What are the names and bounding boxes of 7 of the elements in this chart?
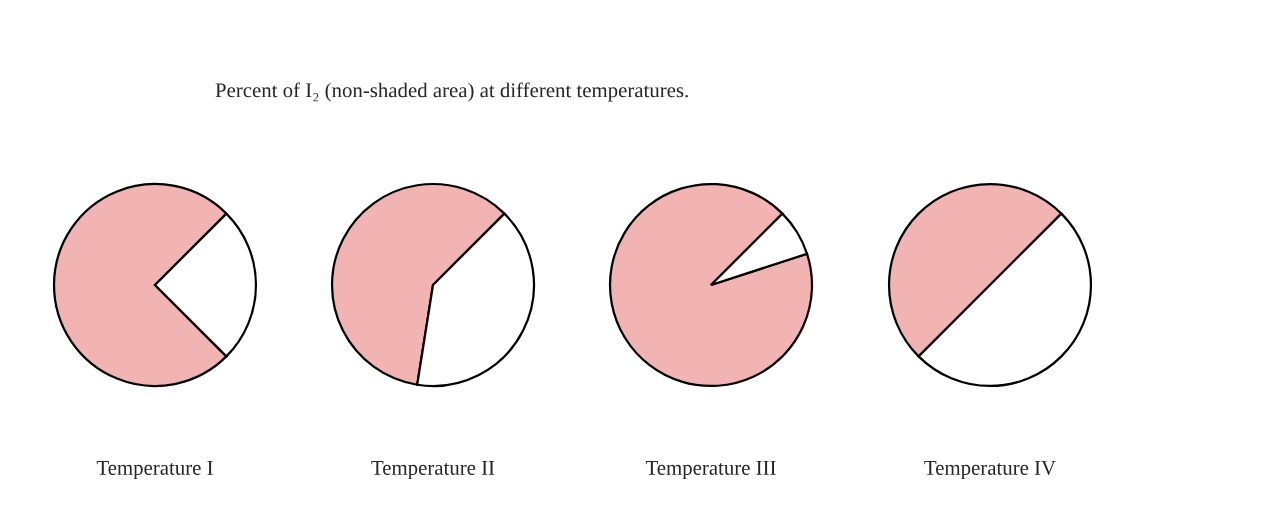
text: Temperature I (96, 461, 213, 480)
pie-slice (608, 182, 814, 388)
text: Percent of I₂ (non-shaded area) at different temperatures. (215, 82, 688, 102)
text: Temperature IV (924, 461, 1056, 480)
pie-slice (709, 212, 809, 287)
text: Temperature II (371, 461, 495, 480)
text: Temperature III (645, 461, 776, 480)
